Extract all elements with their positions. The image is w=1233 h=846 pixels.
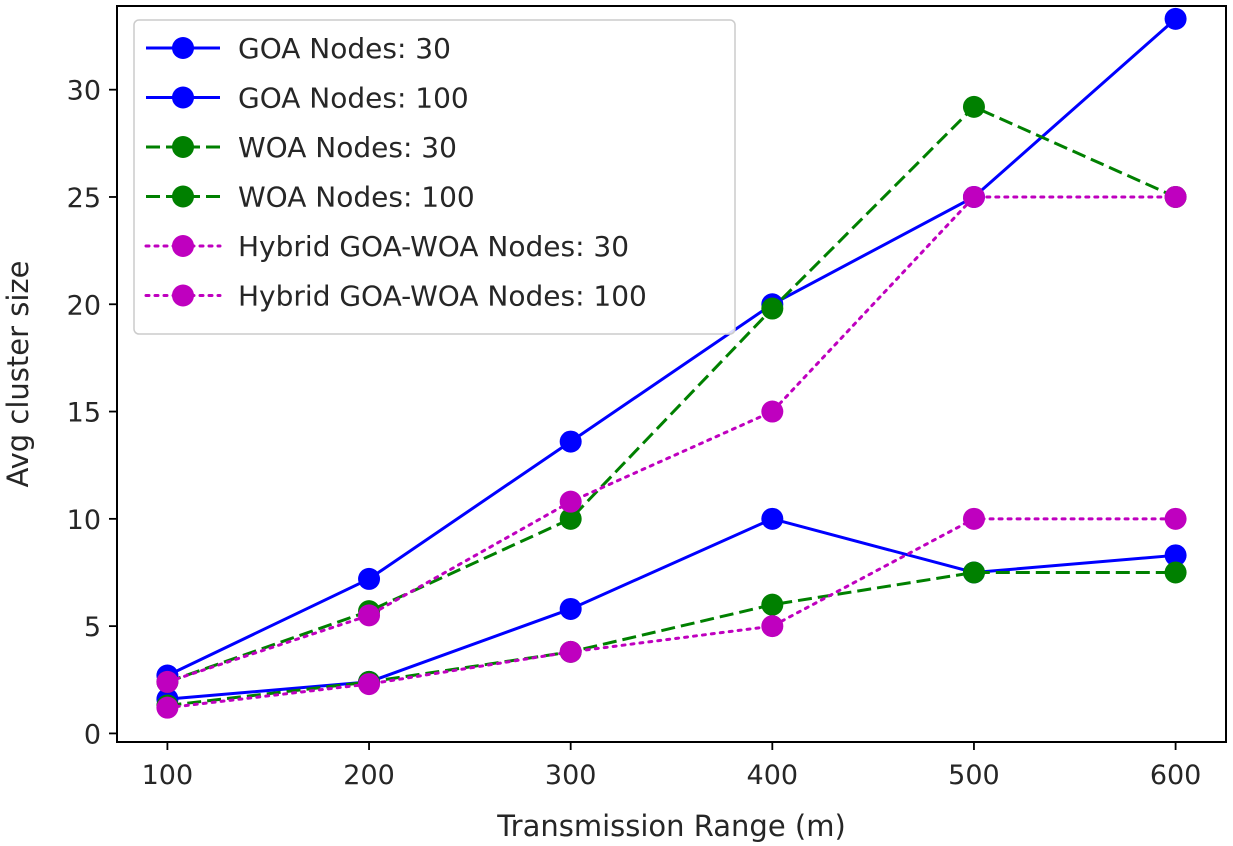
y-tick-label: 15	[67, 398, 101, 429]
legend-label: GOA Nodes: 100	[238, 82, 469, 115]
x-tick-label: 300	[545, 760, 597, 791]
series-5	[156, 507, 1187, 719]
legend-marker	[172, 235, 194, 257]
legend-marker	[172, 284, 194, 307]
series-line	[166, 105, 1177, 684]
data-point	[559, 507, 582, 530]
data-point	[761, 400, 784, 423]
data-point	[358, 604, 381, 627]
legend-marker	[172, 86, 194, 109]
data-point	[1164, 544, 1187, 567]
data-point	[962, 561, 985, 584]
legend-item: WOA Nodes: 30	[146, 131, 457, 164]
data-point	[761, 615, 784, 638]
data-point	[358, 567, 381, 590]
legend: GOA Nodes: 30 GOA Nodes: 100 WOA Nodes: 30…	[133, 19, 736, 335]
data-point	[1164, 561, 1187, 584]
x-tick-label: 200	[343, 760, 395, 791]
y-tick-label: 5	[84, 612, 101, 643]
y-tick-label: 20	[67, 290, 101, 321]
y-axis-label: Avg cluster size	[1, 260, 35, 487]
legend-label: Hybrid GOA-WOA Nodes: 100	[238, 280, 647, 313]
x-tick-label: 600	[1150, 760, 1202, 791]
data-point	[761, 593, 784, 616]
data-point	[156, 696, 179, 719]
legend-label: WOA Nodes: 30	[238, 131, 457, 164]
data-point	[962, 95, 985, 118]
legend-item: Hybrid GOA-WOA Nodes: 100	[144, 280, 647, 313]
data-point	[559, 490, 582, 513]
legend-marker	[172, 136, 194, 158]
data-point	[962, 185, 985, 208]
legend-marker	[172, 185, 194, 208]
data-point	[1164, 185, 1187, 208]
y-tick-label: 25	[67, 183, 101, 214]
data-point	[559, 640, 582, 663]
data-point	[559, 597, 582, 620]
data-point	[1164, 7, 1187, 30]
legend-label: WOA Nodes: 100	[238, 181, 475, 214]
x-tick-label: 500	[948, 760, 1000, 791]
legend-marker	[172, 37, 194, 59]
series-line	[166, 17, 1177, 677]
x-axis-label: Transmission Range (m)	[496, 809, 846, 843]
x-tick-label: 400	[747, 760, 799, 791]
legend-item: GOA Nodes: 30	[146, 32, 451, 65]
series-layer	[156, 7, 1187, 719]
x-tick-label: 100	[142, 760, 194, 791]
plot-frame	[116, 5, 1227, 743]
series-line	[167, 570, 1176, 708]
axes: 100 200 300 400 500 600 0 5 10 15 20 25 30	[67, 76, 1202, 791]
legend-box	[133, 19, 736, 335]
legend-label: Hybrid GOA-WOA Nodes: 30	[238, 230, 629, 263]
series-line	[165, 517, 1178, 710]
data-point	[358, 673, 381, 696]
data-point	[962, 507, 985, 530]
series-6	[156, 185, 1187, 693]
legend-label: GOA Nodes: 30	[238, 32, 451, 65]
data-point	[1164, 507, 1187, 530]
y-tick-label: 10	[67, 505, 101, 536]
series-line	[165, 195, 1178, 684]
data-point	[761, 507, 784, 530]
legend-item: GOA Nodes: 100	[146, 82, 469, 115]
legend-item: WOA Nodes: 100	[146, 181, 475, 214]
y-tick-label: 30	[67, 76, 101, 107]
data-point	[559, 430, 582, 453]
data-point	[761, 297, 784, 320]
legend-item: Hybrid GOA-WOA Nodes: 30	[144, 230, 629, 263]
y-tick-label: 0	[84, 719, 101, 750]
data-point	[156, 670, 179, 693]
